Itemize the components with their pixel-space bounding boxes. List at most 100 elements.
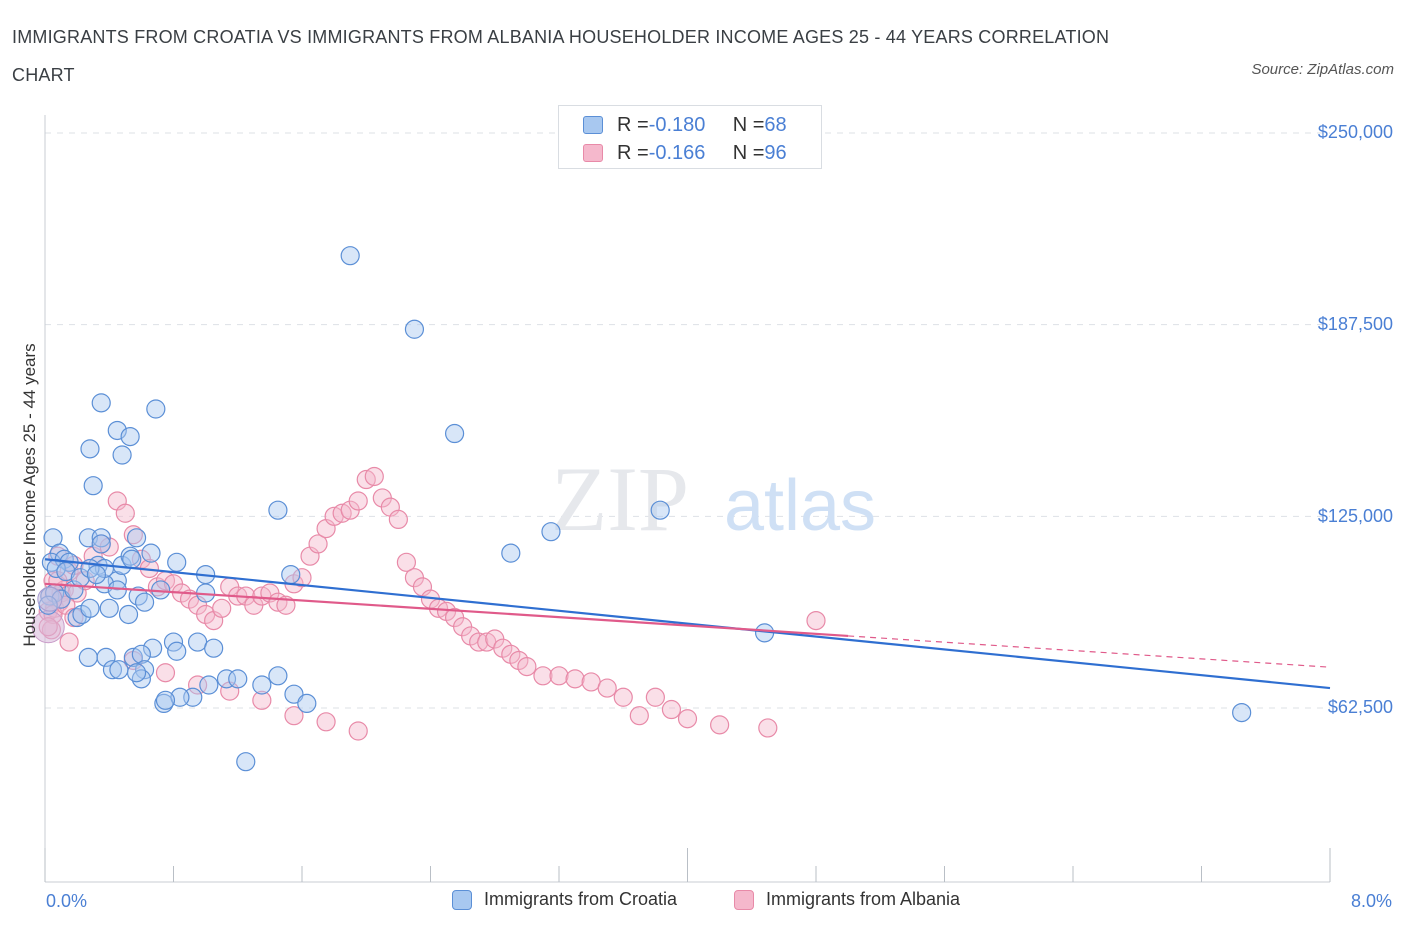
croatia-point bbox=[204, 638, 224, 658]
croatia-point bbox=[91, 534, 111, 554]
croatia-point bbox=[404, 319, 425, 339]
albania-trend-extension bbox=[848, 635, 1331, 668]
y-axis-label: Householder Income Ages 25 - 44 years bbox=[20, 343, 39, 647]
croatia-point bbox=[122, 549, 142, 569]
croatia-point bbox=[91, 528, 111, 548]
legend-n-value: 96 bbox=[764, 141, 787, 164]
albania-point bbox=[806, 610, 826, 631]
albania-point bbox=[284, 706, 304, 726]
correlation-legend: R = -0.180 N = 68 R = -0.166 N = 96 bbox=[558, 105, 822, 169]
legend-item-albania[interactable]: Immigrants from Albania bbox=[734, 889, 960, 910]
croatia-point bbox=[187, 632, 208, 652]
albania-point bbox=[252, 690, 272, 710]
legend-r-label: R = bbox=[617, 113, 649, 136]
croatia-point bbox=[99, 598, 119, 618]
croatia-point bbox=[155, 690, 176, 710]
croatia-point bbox=[126, 528, 147, 548]
albania-point bbox=[123, 525, 143, 545]
albania-point bbox=[581, 672, 601, 692]
legend-r-label: R = bbox=[617, 141, 649, 164]
albania-point bbox=[758, 718, 778, 738]
croatia-point bbox=[141, 543, 161, 563]
croatia-point bbox=[102, 660, 123, 680]
croatia-point bbox=[120, 546, 140, 566]
croatia-trend-line bbox=[44, 558, 1331, 690]
series-croatia bbox=[37, 246, 1252, 772]
y-tick-250000: $250,000 bbox=[1317, 122, 1393, 142]
albania-legend-swatch bbox=[734, 889, 754, 910]
axes bbox=[44, 115, 1331, 883]
watermark-atlas: atlas bbox=[724, 466, 876, 546]
croatia-point bbox=[167, 641, 187, 661]
albania-point bbox=[388, 509, 408, 530]
albania-point bbox=[597, 678, 617, 698]
legend-row-albania: R = -0.166 N = 96 bbox=[583, 140, 787, 166]
albania-point bbox=[710, 715, 730, 735]
croatia-point bbox=[650, 500, 670, 520]
croatia-point bbox=[109, 660, 129, 680]
croatia-point bbox=[91, 393, 111, 413]
albania-point bbox=[629, 706, 649, 726]
albania-point bbox=[661, 699, 682, 720]
croatia-point bbox=[80, 598, 100, 618]
croatia-point bbox=[86, 564, 107, 585]
croatia-point-large bbox=[37, 586, 63, 612]
albania-point bbox=[348, 721, 368, 741]
croatia-point bbox=[236, 752, 256, 772]
grid-lines bbox=[45, 132, 1330, 709]
croatia-point bbox=[120, 427, 140, 447]
croatia-point bbox=[297, 693, 317, 714]
albania-point bbox=[212, 598, 232, 618]
albania-point bbox=[396, 552, 417, 572]
croatia-point bbox=[126, 663, 147, 683]
croatia-point bbox=[340, 246, 360, 266]
croatia-point bbox=[216, 669, 237, 689]
croatia-swatch bbox=[583, 116, 603, 134]
croatia-point bbox=[112, 445, 132, 465]
croatia-point bbox=[541, 522, 561, 542]
croatia-point bbox=[96, 647, 116, 668]
albania-point bbox=[348, 491, 368, 511]
albania-trend-line bbox=[44, 582, 849, 638]
croatia-point bbox=[252, 675, 272, 695]
series-legend: Immigrants from Croatia Immigrants from … bbox=[0, 889, 1406, 915]
legend-n-label: N = bbox=[732, 113, 765, 136]
legend-label-albania: Immigrants from Albania bbox=[766, 889, 961, 909]
croatia-point bbox=[199, 675, 219, 695]
albania-point bbox=[364, 466, 384, 487]
croatia-point bbox=[228, 669, 248, 689]
croatia-point bbox=[268, 500, 288, 520]
croatia-point bbox=[134, 592, 155, 612]
croatia-point bbox=[444, 423, 465, 444]
x-tick-max: 8.0% bbox=[1350, 891, 1392, 911]
legend-n-label: N = bbox=[732, 141, 765, 164]
chart-title: IMMIGRANTS FROM CROATIA VS IMMIGRANTS FR… bbox=[12, 27, 1110, 85]
legend-item-croatia[interactable]: Immigrants from Croatia bbox=[452, 889, 677, 910]
watermark: ZIP atlas bbox=[551, 448, 876, 550]
croatia-point bbox=[1232, 702, 1252, 723]
albania-point bbox=[517, 656, 537, 677]
albania-point bbox=[613, 687, 633, 707]
croatia-point bbox=[56, 561, 76, 582]
croatia-point bbox=[281, 564, 301, 585]
x-tick-min: 0.0% bbox=[46, 891, 88, 911]
croatia-point bbox=[146, 399, 166, 419]
albania-point bbox=[549, 666, 569, 686]
croatia-point bbox=[131, 644, 151, 664]
legend-label-croatia: Immigrants from Croatia bbox=[484, 889, 678, 909]
albania-point bbox=[59, 632, 79, 652]
croatia-point bbox=[83, 476, 103, 496]
y-tick-62500: $62,500 bbox=[1327, 697, 1393, 717]
croatia-point bbox=[268, 666, 288, 686]
legend-r-value: -0.166 bbox=[648, 141, 706, 164]
albania-point bbox=[308, 534, 328, 554]
croatia-point bbox=[78, 647, 98, 668]
croatia-point bbox=[501, 543, 521, 563]
croatia-point bbox=[167, 552, 187, 572]
y-tick-187500: $187,500 bbox=[1317, 314, 1393, 334]
croatia-legend-swatch bbox=[452, 889, 472, 910]
y-tick-125000: $125,000 bbox=[1317, 506, 1393, 526]
watermark-zip: ZIP bbox=[551, 448, 689, 550]
albania-point bbox=[155, 663, 176, 683]
